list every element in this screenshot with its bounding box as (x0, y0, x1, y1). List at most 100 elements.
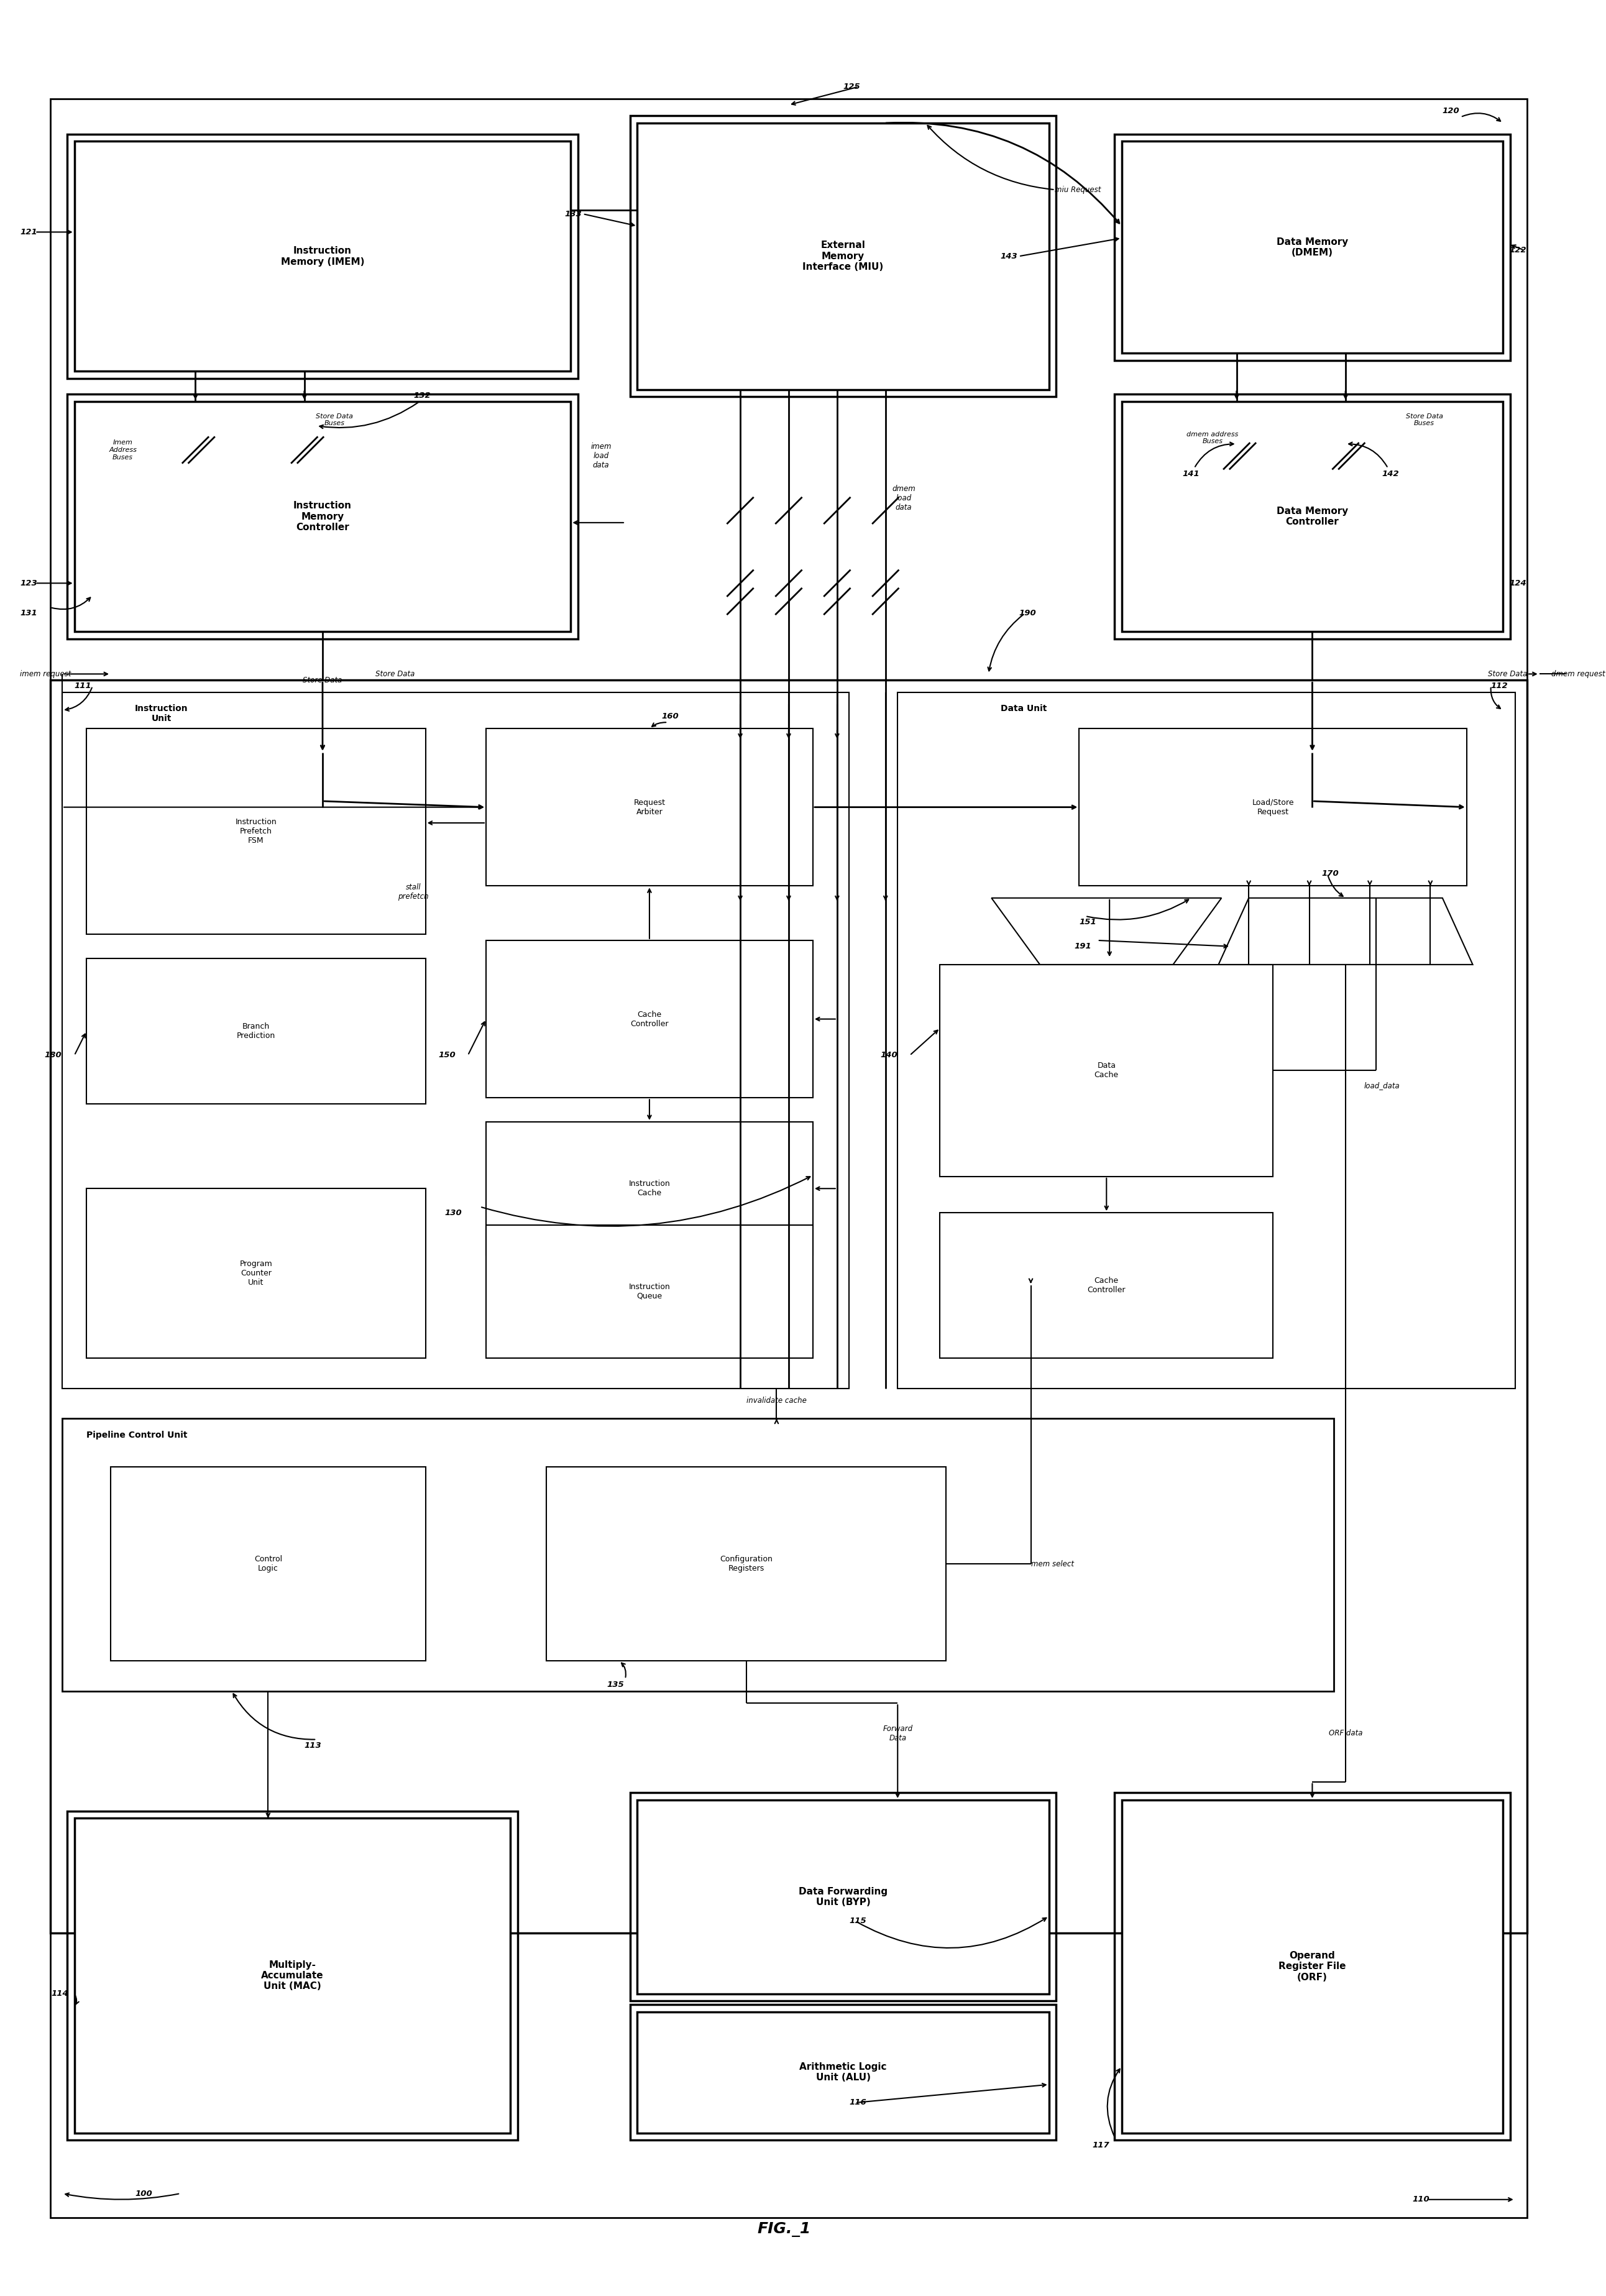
Text: Instruction
Unit: Instruction Unit (135, 705, 188, 723)
Text: 116: 116 (850, 2099, 867, 2108)
Bar (487, 1123, 813, 1256)
Bar (63, 691, 850, 1389)
Text: imem
load
data: imem load data (591, 443, 612, 468)
Text: 133: 133 (565, 209, 581, 218)
Text: Multiply-
Accumulate
Unit (MAC): Multiply- Accumulate Unit (MAC) (262, 1961, 323, 1991)
Bar (1115, 133, 1510, 360)
Text: mem select: mem select (1031, 1559, 1074, 1568)
Bar (898, 691, 1514, 1389)
Text: Forward
Data: Forward Data (883, 1724, 912, 1743)
Text: Instruction
Memory
Controller: Instruction Memory Controller (294, 501, 352, 533)
Text: Data Memory
Controller: Data Memory Controller (1277, 507, 1347, 526)
Text: 121: 121 (19, 227, 37, 236)
Bar (67, 395, 578, 638)
Bar (630, 115, 1057, 397)
Text: dmem
load
data: dmem load data (891, 484, 915, 512)
Text: 140: 140 (880, 1052, 898, 1058)
Text: Store Data: Store Data (376, 670, 414, 677)
Text: Cache
Controller: Cache Controller (1087, 1277, 1126, 1295)
Text: Instruction
Cache: Instruction Cache (628, 1180, 670, 1196)
Text: Data
Cache: Data Cache (1094, 1061, 1119, 1079)
Text: 160: 160 (662, 712, 679, 721)
Text: 135: 135 (607, 1681, 625, 1690)
Text: Pipeline Control Unit: Pipeline Control Unit (87, 1430, 188, 1440)
Text: Store Data
Buses: Store Data Buses (316, 413, 353, 427)
Text: 117: 117 (1092, 2140, 1110, 2149)
Bar (487, 1224, 813, 1357)
Bar (67, 1812, 517, 2140)
Text: invalidate cache: invalidate cache (747, 1396, 806, 1405)
Bar (1115, 395, 1510, 638)
Polygon shape (1219, 898, 1473, 964)
Text: Imem
Address
Buses: Imem Address Buses (109, 441, 137, 459)
Text: Instruction
Queue: Instruction Queue (628, 1283, 670, 1300)
Text: 191: 191 (1074, 941, 1092, 951)
Text: 142: 142 (1381, 471, 1399, 478)
Text: Arithmetic Logic
Unit (ALU): Arithmetic Logic Unit (ALU) (800, 2062, 887, 2082)
Text: 114: 114 (51, 1991, 69, 1998)
Text: 190: 190 (1018, 608, 1036, 618)
Text: 132: 132 (413, 393, 430, 400)
Text: 120: 120 (1442, 108, 1460, 115)
Text: dmem address
Buses: dmem address Buses (1187, 432, 1238, 445)
Bar (87, 1189, 426, 1357)
Bar (63, 1419, 1333, 1692)
Text: Request
Arbiter: Request Arbiter (634, 799, 665, 815)
Text: 150: 150 (438, 1052, 456, 1058)
Polygon shape (991, 898, 1222, 964)
Text: External
Memory
Interface (MIU): External Memory Interface (MIU) (803, 241, 883, 271)
Text: Instruction
Memory (IMEM): Instruction Memory (IMEM) (281, 246, 365, 266)
Text: Store Data
Buses: Store Data Buses (1405, 413, 1442, 427)
Text: Configuration
Registers: Configuration Registers (719, 1554, 772, 1573)
Text: 124: 124 (1510, 579, 1526, 588)
Text: Program
Counter
Unit: Program Counter Unit (239, 1261, 273, 1286)
Bar (87, 728, 426, 934)
Text: Data Forwarding
Unit (BYP): Data Forwarding Unit (BYP) (798, 1887, 888, 1908)
Bar (638, 2011, 1049, 2133)
Text: 170: 170 (1322, 870, 1339, 877)
Text: Store Data: Store Data (304, 675, 342, 684)
Text: FIG._1: FIG._1 (756, 2223, 811, 2236)
Text: Load/Store
Request: Load/Store Request (1253, 799, 1294, 815)
Bar (1079, 728, 1466, 886)
Bar (630, 1793, 1057, 2002)
Text: 151: 151 (1079, 918, 1097, 925)
Text: 143: 143 (1001, 253, 1018, 259)
Text: Data Unit: Data Unit (1001, 705, 1047, 714)
Bar (1121, 142, 1503, 354)
Bar (67, 133, 578, 379)
Text: Cache
Controller: Cache Controller (630, 1010, 668, 1029)
Text: 113: 113 (305, 1740, 321, 1750)
Text: Control
Logic: Control Logic (254, 1554, 283, 1573)
Bar (630, 2004, 1057, 2140)
Text: 131: 131 (19, 608, 37, 618)
Bar (1121, 1800, 1503, 2133)
Text: 180: 180 (43, 1052, 61, 1058)
Bar (74, 142, 570, 372)
Text: Branch
Prediction: Branch Prediction (236, 1022, 275, 1040)
Text: 115: 115 (850, 1917, 867, 1924)
Text: 112: 112 (1490, 682, 1508, 691)
Bar (87, 957, 426, 1104)
Text: ORF data: ORF data (1328, 1729, 1362, 1738)
Bar (111, 1467, 426, 1660)
Bar (74, 1818, 511, 2133)
Bar (50, 680, 1527, 1933)
Text: Instruction
Prefetch
FSM: Instruction Prefetch FSM (234, 817, 276, 845)
Text: dmem request: dmem request (1551, 670, 1606, 677)
Bar (1121, 402, 1503, 631)
Bar (638, 1800, 1049, 1993)
Bar (1115, 1793, 1510, 2140)
Text: load_data: load_data (1363, 1081, 1400, 1091)
Text: 122: 122 (1510, 246, 1526, 255)
Text: 125: 125 (843, 83, 861, 92)
Text: 141: 141 (1182, 471, 1200, 478)
Text: Operand
Register File
(ORF): Operand Register File (ORF) (1278, 1952, 1346, 1981)
Bar (638, 124, 1049, 390)
Bar (940, 1212, 1274, 1357)
Bar (546, 1467, 946, 1660)
Text: Store Data: Store Data (1487, 670, 1527, 677)
Bar (74, 402, 570, 631)
Text: 123: 123 (19, 579, 37, 588)
Bar (487, 941, 813, 1097)
